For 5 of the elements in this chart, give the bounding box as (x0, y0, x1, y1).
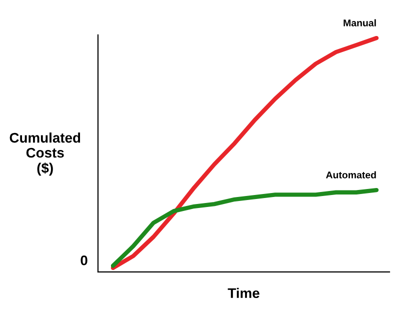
x-axis-title: Time (228, 288, 260, 298)
series-label: Automated (326, 171, 376, 178)
series-label: Manual (344, 19, 376, 26)
text: 0 (80, 255, 88, 266)
y-axis-title: Cumulated Costs ($) (10, 132, 80, 176)
